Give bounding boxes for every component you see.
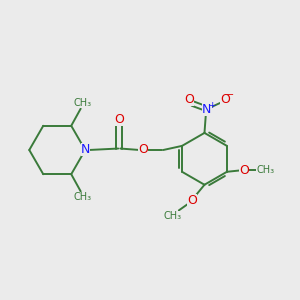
Text: CH₃: CH₃ [73, 98, 91, 108]
Text: CH₃: CH₃ [164, 211, 182, 221]
Text: O: O [187, 194, 197, 207]
Text: O: O [114, 113, 124, 126]
Text: +: + [208, 101, 216, 110]
Text: O: O [138, 143, 148, 157]
Text: O: O [184, 93, 194, 106]
Text: CH₃: CH₃ [73, 192, 91, 202]
Text: O: O [239, 164, 249, 177]
Text: O: O [220, 93, 230, 106]
Text: −: − [226, 90, 234, 100]
Text: N: N [202, 103, 212, 116]
Text: CH₃: CH₃ [256, 165, 274, 175]
Text: N: N [80, 143, 90, 157]
